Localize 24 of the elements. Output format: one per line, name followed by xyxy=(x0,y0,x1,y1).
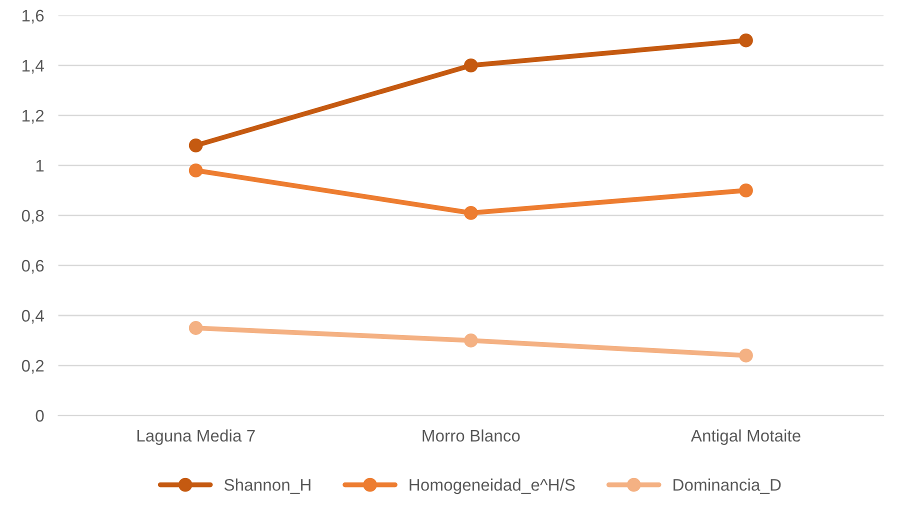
y-tick-label: 0,6 xyxy=(22,260,44,274)
point xyxy=(464,206,478,220)
point xyxy=(464,334,478,348)
y-tick-label: 1,2 xyxy=(22,110,44,124)
y-tick-label: 1,6 xyxy=(22,10,44,24)
y-tick-label: 0,2 xyxy=(22,360,44,374)
point xyxy=(739,184,753,198)
y-tick-label: 1,4 xyxy=(22,60,44,74)
y-tick-label: 0,8 xyxy=(22,210,44,224)
point xyxy=(739,348,753,362)
x-tick-label: Morro Blanco xyxy=(422,429,520,442)
y-tick-label: 0 xyxy=(36,410,44,422)
point xyxy=(188,164,203,178)
y-tick-label: 0,4 xyxy=(22,310,44,324)
point xyxy=(188,138,203,152)
point xyxy=(739,33,753,48)
legend-label: Homogeneidad_e^H/S xyxy=(410,478,575,494)
legend-label: Shannon_H xyxy=(224,478,310,494)
point xyxy=(464,58,478,72)
point xyxy=(188,321,203,335)
y-tick-label: 1 xyxy=(36,160,44,172)
x-tick-label: Laguna Media 7 xyxy=(137,429,255,445)
x-tick-label: Antigal Motaite xyxy=(690,429,800,445)
legend-label: Dominancia_D xyxy=(674,478,781,494)
